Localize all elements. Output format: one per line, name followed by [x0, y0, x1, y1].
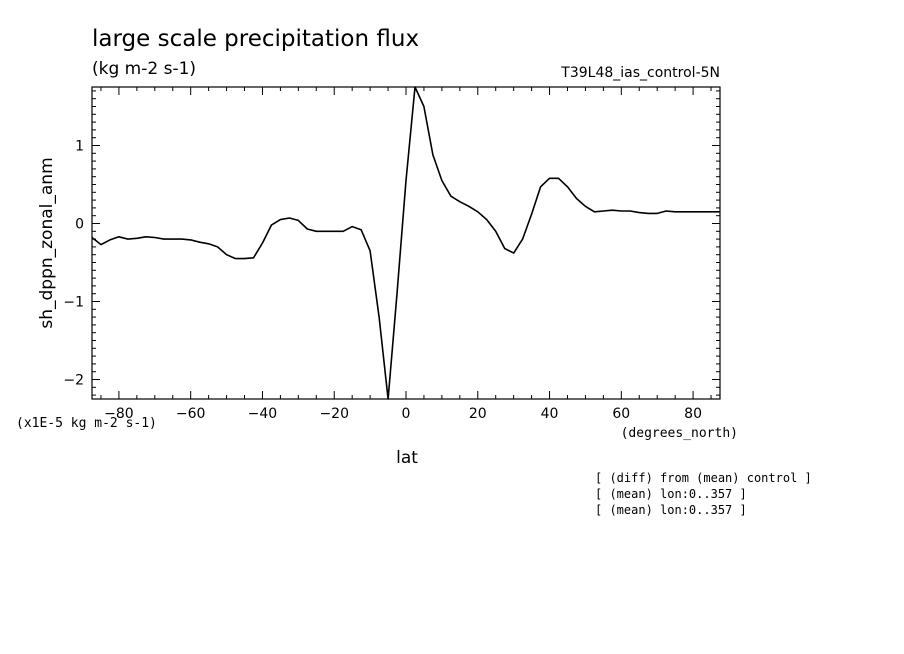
- plot-frame: [91, 86, 721, 400]
- x-units-label: (degrees_north): [621, 426, 738, 441]
- x-tick-label: 80: [684, 406, 702, 422]
- x-tick-labels: −80 −60 −40 −20 0 20 40 60 80: [104, 406, 702, 422]
- x-tick-label: 0: [402, 406, 411, 422]
- note-line-1: [ (diff) from (mean) control ]: [595, 471, 812, 485]
- chart-units: (kg m-2 s-1): [92, 59, 196, 79]
- series-line-0: [91, 86, 720, 400]
- experiment-label: T39L48_ias_control-5N: [560, 65, 720, 81]
- y-scale-label: (x1E-5 kg m-2 s-1): [16, 416, 157, 431]
- y-axis-label: sh_dppn_zonal_anm: [37, 157, 57, 328]
- x-tick-label: 40: [541, 406, 559, 422]
- data-series: [91, 86, 720, 400]
- y-tick-label: −2: [63, 373, 84, 389]
- chart-title: large scale precipitation flux: [92, 26, 419, 52]
- x-tick-label: −40: [248, 406, 278, 422]
- x-tick-label: −60: [176, 406, 206, 422]
- note-line-2: [ (mean) lon:0..357 ]: [595, 487, 747, 501]
- plot-area: −80 −60 −40 −20 0 20 40 60 80 −2 −1 0 1: [63, 86, 721, 422]
- y-tick-label: 0: [75, 217, 84, 233]
- y-tick-labels: −2 −1 0 1: [63, 139, 84, 389]
- axis-ticks: [92, 87, 720, 399]
- note-line-3: [ (mean) lon:0..357 ]: [595, 503, 747, 517]
- x-tick-label: −80: [104, 406, 134, 422]
- x-tick-label: −20: [319, 406, 349, 422]
- y-tick-label: 1: [75, 139, 84, 155]
- y-tick-label: −1: [63, 295, 84, 311]
- x-tick-label: 20: [469, 406, 487, 422]
- x-axis-label: lat: [396, 448, 418, 468]
- x-tick-label: 60: [612, 406, 630, 422]
